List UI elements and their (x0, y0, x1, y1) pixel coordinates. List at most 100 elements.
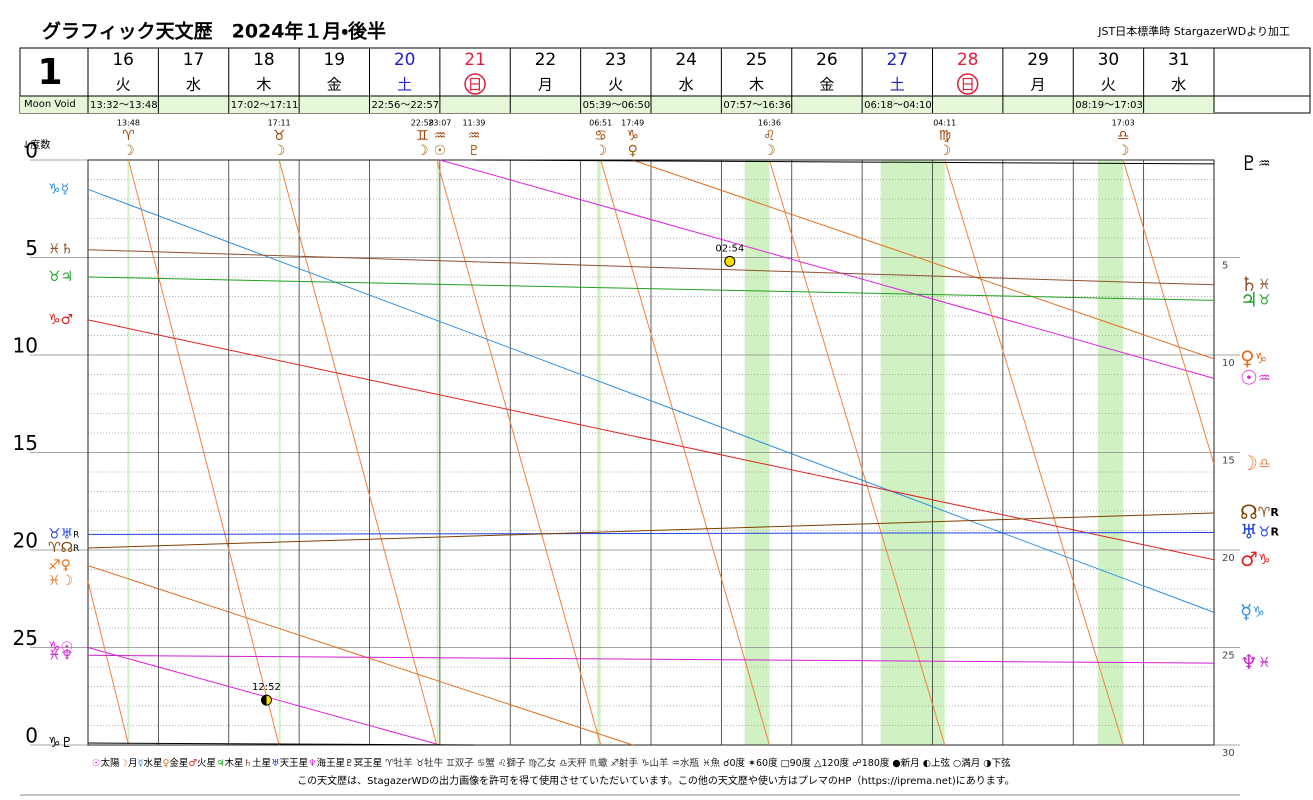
start-sign: ♑ (48, 181, 61, 197)
y-tick-label: 25 (13, 626, 38, 650)
start-label: ♐♀ (48, 558, 71, 574)
series-line (87, 188, 1215, 613)
start-symbol: ♇ (61, 735, 74, 751)
sign-legend: ♎天秤 (559, 757, 587, 769)
sign-legend: ♏蠍 (589, 757, 608, 769)
sign-legend: ♒水瓶 (672, 757, 700, 769)
weekday: 木 (256, 76, 271, 94)
legend-symbol: ♂ (188, 758, 197, 769)
legend-symbol: ♃ (216, 758, 225, 769)
start-symbol: ☉ (61, 640, 74, 656)
end-label: ☽♎ (1240, 451, 1271, 475)
series-line (87, 512, 1215, 549)
legend: ☉太陽☽月☿水星♀金星♂火星♃木星♄土星♅天王星♆海王星♇冥王星 ♈牡羊 ♉牡牛 ♊双… (92, 757, 1011, 769)
y2-tick-label: 25 (1222, 651, 1235, 662)
ingress-time: 23:07 (428, 119, 451, 128)
ingress-sign: ♒ (468, 128, 481, 144)
day-number: 20 (394, 50, 416, 70)
weekday: 日 (960, 76, 975, 94)
end-symbol: ☿ (1240, 599, 1252, 623)
ingress-time: 11:39 (462, 119, 485, 128)
day-number: 16 (112, 50, 134, 70)
legend-symbol: ♀ (162, 758, 169, 769)
series-line (87, 276, 1215, 301)
sign-legend: ♈牡羊 (385, 757, 413, 769)
start-symbol: ☊ (61, 540, 73, 556)
start-symbol: ♃ (61, 269, 74, 285)
ingress-sign: ♑ (626, 128, 639, 144)
void-time: 22:56～22:57 (372, 100, 440, 111)
retro-mark: R (73, 530, 79, 540)
legend-name: 水星 (143, 757, 162, 769)
day-number: 21 (464, 50, 486, 70)
start-label: ♓♄ (48, 242, 73, 258)
start-label: ♓♆ (48, 647, 73, 663)
day-number: 29 (1027, 50, 1049, 70)
weekday: 水 (1171, 76, 1186, 94)
ingress-time: 13:48 (117, 119, 140, 128)
start-label: ♉♃ (48, 269, 73, 285)
y-tick-label: 5 (25, 236, 38, 260)
end-symbol: ♆ (1240, 650, 1258, 674)
day-number: 23 (605, 50, 627, 70)
end-symbol: ♇ (1240, 150, 1258, 174)
footer: この天文歴は、StagazerWDの出力画像を許可を得て使用させていただいていま… (297, 774, 1015, 787)
start-sign: ♑ (48, 735, 61, 751)
start-sign: ♉ (48, 269, 61, 285)
end-label: ♇♒ (1240, 150, 1271, 174)
weekday: 土 (890, 76, 905, 94)
series-line (87, 654, 1215, 664)
end-sign: ♉ (1258, 292, 1271, 308)
ingress-sign: ♉ (273, 128, 286, 144)
start-sign: ♑ (48, 312, 61, 328)
legend-symbol: ♆ (308, 758, 317, 769)
end-symbol: ♂ (1240, 546, 1258, 570)
phase-time: 12:52 (252, 682, 281, 693)
end-label: ☿♑ (1240, 599, 1265, 623)
end-sign: ♒ (1258, 370, 1271, 386)
sign-legend: ♉牡牛 (416, 757, 444, 769)
start-symbol: ♆ (61, 647, 74, 663)
retro-mark: R (1270, 506, 1279, 519)
ingress-time: 17:03 (1112, 119, 1135, 128)
ingress-time: 22:58 (411, 119, 434, 128)
start-symbol: ☽ (61, 573, 74, 589)
legend-name: 金星 (169, 757, 188, 769)
start-label: ♉♅R (48, 526, 79, 542)
start-sign: ♓ (48, 573, 61, 589)
series-line (87, 249, 1215, 286)
start-label: ♑♇ (48, 735, 73, 751)
weekday: 火 (608, 76, 623, 94)
aspect-legend: ◑下弦 (983, 757, 1011, 769)
series-line (87, 532, 1215, 535)
legend-symbol: ☿ (138, 758, 144, 769)
ingress-sign: ♋ (594, 128, 607, 144)
end-label: ☊♈R (1240, 499, 1279, 523)
day-number: 25 (746, 50, 768, 70)
sign-legend: ♐射手 (610, 757, 638, 769)
legend-name: 土星 (252, 757, 271, 769)
y-tick-label: 0 (25, 139, 38, 163)
ingress-sign: ♍ (938, 128, 951, 144)
legend-symbol: ♇ (345, 758, 354, 769)
day-number: 17 (183, 50, 205, 70)
ingress-time: 04:11 (933, 119, 956, 128)
start-sign: ♐ (48, 558, 61, 574)
month: 1 (37, 52, 62, 93)
weekday: 土 (397, 76, 412, 94)
end-sign: ♎ (1258, 456, 1271, 472)
start-symbol: ☿ (61, 181, 70, 197)
legend-symbol: ☽ (120, 758, 129, 769)
aspect-legend: □90度 (781, 757, 812, 769)
ingress-time: 16:36 (758, 119, 781, 128)
sign-legend: ♌獅子 (498, 757, 526, 769)
y2-tick-label: 30 (1222, 748, 1235, 759)
legend-name: 月 (128, 758, 138, 769)
start-label: ♑☿ (48, 181, 69, 197)
y2-tick-label: 15 (1222, 456, 1235, 467)
legend-symbol: ☉ (92, 758, 101, 769)
end-symbol: ♄ (1240, 271, 1258, 295)
note: JST日本標準時 StargazerWDより加工 (1097, 24, 1290, 38)
ingress-planet: ☽ (1117, 143, 1130, 159)
end-sign: ♓ (1258, 277, 1271, 293)
